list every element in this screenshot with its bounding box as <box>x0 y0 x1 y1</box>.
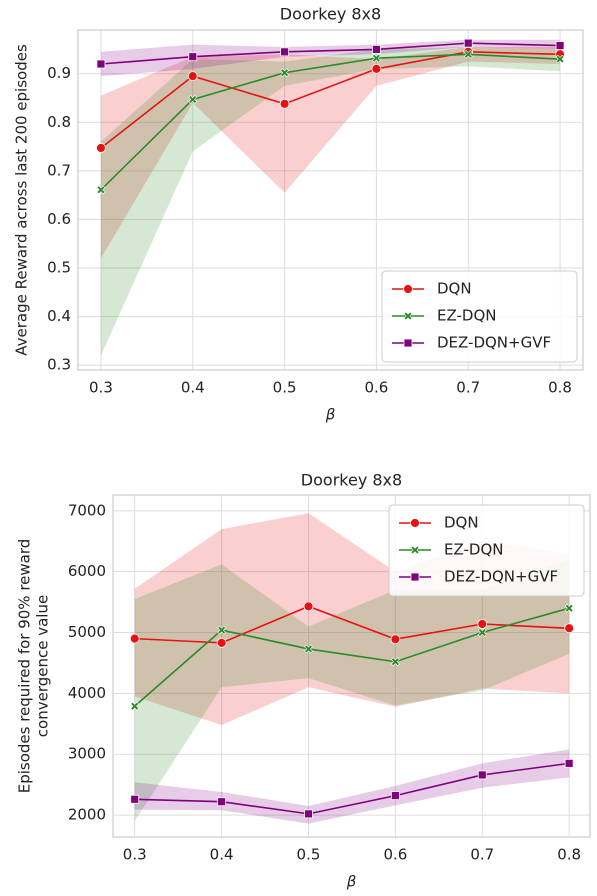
y-tick-label: 6000 <box>68 562 106 580</box>
marker <box>187 71 198 82</box>
marker <box>129 633 140 644</box>
x-tick-label: 0.8 <box>557 846 581 864</box>
confidence-band <box>100 47 561 356</box>
marker <box>410 572 420 582</box>
series-line <box>100 42 561 65</box>
x-axis-label: β <box>325 406 336 424</box>
marker <box>555 54 565 64</box>
legend-label: DEZ-DQN+GVF <box>437 334 551 352</box>
marker <box>96 185 106 195</box>
marker <box>280 47 289 57</box>
marker <box>130 794 140 804</box>
plot-frame <box>77 29 584 371</box>
y-tick-label: 0.6 <box>47 210 71 228</box>
marker <box>403 284 413 294</box>
legend-box <box>388 504 585 597</box>
marker <box>303 601 314 612</box>
marker <box>477 628 487 637</box>
marker <box>555 41 565 50</box>
marker <box>304 809 313 819</box>
series-line <box>100 51 561 149</box>
marker <box>216 637 227 648</box>
y-tick-label: 0.9 <box>47 64 71 82</box>
marker <box>96 59 106 69</box>
marker <box>96 143 106 153</box>
plot-frame <box>112 494 591 838</box>
x-tick-label: 0.3 <box>89 379 113 397</box>
marker <box>463 38 473 48</box>
marker <box>304 644 313 654</box>
marker <box>477 619 488 629</box>
confidence-band <box>100 47 561 259</box>
chart-title: Doorkey 8x8 <box>280 5 381 24</box>
y-axis-label: Episodes required for 90% reward <box>16 539 34 794</box>
marker <box>463 49 473 59</box>
y-tick-label: 4000 <box>68 684 106 702</box>
series-line <box>134 762 570 815</box>
marker <box>279 98 290 109</box>
marker <box>217 797 227 807</box>
x-tick-label: 0.7 <box>470 846 494 864</box>
marker <box>280 68 290 78</box>
marker <box>564 623 575 634</box>
marker <box>130 701 140 711</box>
legend: DQN EZ-DQN DEZ-DQN+GVF <box>388 504 585 597</box>
legend-label: EZ-DQN <box>437 307 496 325</box>
marker <box>390 634 401 645</box>
x-tick-label: 0.5 <box>297 846 321 864</box>
x-tick-label: 0.4 <box>181 379 205 397</box>
y-axis-label: convergence value <box>34 595 52 737</box>
y-tick-label: 0.7 <box>47 161 71 179</box>
x-axis-label: β <box>346 873 357 891</box>
marker <box>217 625 227 635</box>
y-tick-label: 0.4 <box>47 307 71 325</box>
marker <box>372 45 381 54</box>
x-tick-label: 0.5 <box>273 379 297 397</box>
x-tick-label: 0.8 <box>548 379 572 397</box>
legend-label: DEZ-DQN+GVF <box>444 568 558 586</box>
x-tick-label: 0.6 <box>383 846 407 864</box>
x-tick-label: 0.6 <box>364 379 388 397</box>
y-tick-label: 0.3 <box>47 356 71 374</box>
y-tick-label: 2000 <box>68 806 106 824</box>
marker <box>403 338 413 348</box>
marker <box>564 758 574 768</box>
series-line <box>100 53 561 191</box>
chart-title: Doorkey 8x8 <box>301 471 402 490</box>
marker <box>403 311 413 321</box>
marker <box>188 52 198 62</box>
marker <box>564 603 574 613</box>
marker <box>410 518 420 528</box>
marker <box>410 545 420 555</box>
marker <box>371 63 382 74</box>
y-tick-label: 3000 <box>68 745 106 763</box>
x-tick-label: 0.4 <box>210 846 234 864</box>
legend-label: DQN <box>437 280 472 298</box>
legend-label: DQN <box>444 514 479 532</box>
y-tick-label: 0.8 <box>47 113 71 131</box>
marker <box>188 95 198 104</box>
legend-box <box>381 270 578 363</box>
y-tick-label: 5000 <box>68 623 106 641</box>
y-axis-label: Average Reward across last 200 episodes <box>13 44 31 356</box>
confidence-band <box>100 39 561 77</box>
y-tick-label: 0.5 <box>47 259 71 277</box>
marker <box>371 53 381 63</box>
marker <box>477 770 487 780</box>
x-tick-label: 0.3 <box>123 846 147 864</box>
series-line <box>134 607 570 707</box>
x-tick-label: 0.7 <box>456 379 480 397</box>
marker <box>390 657 400 667</box>
legend: DQN EZ-DQN DEZ-DQN+GVF <box>381 270 578 363</box>
marker <box>390 791 400 801</box>
y-tick-label: 7000 <box>68 501 106 519</box>
legend-label: EZ-DQN <box>444 541 503 559</box>
confidence-band <box>134 559 570 822</box>
